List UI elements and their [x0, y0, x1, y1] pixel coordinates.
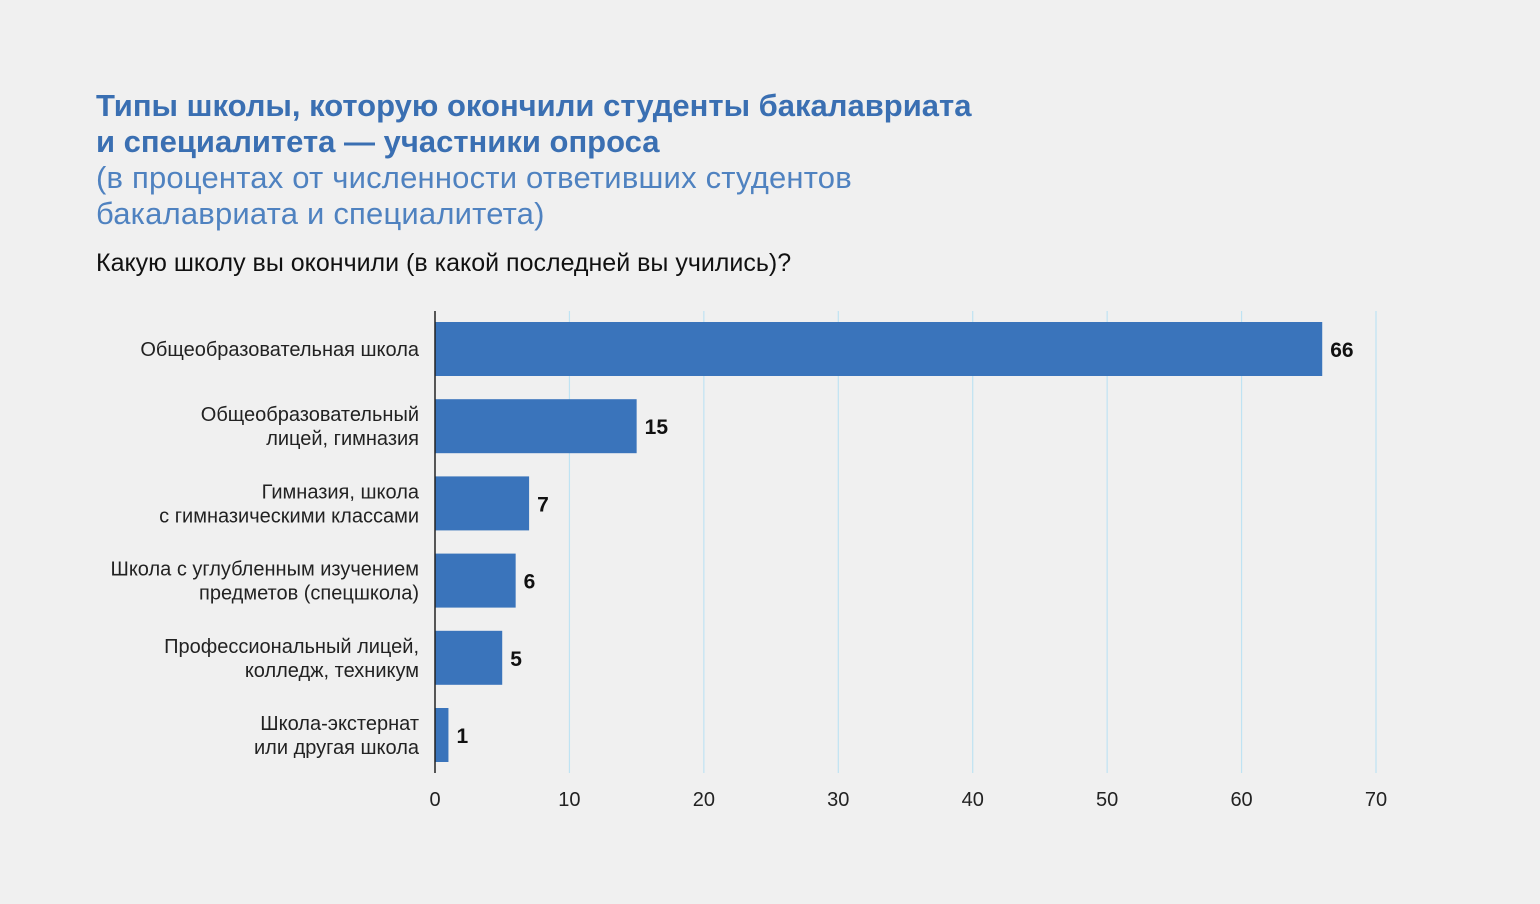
x-tick-label-50: 50	[1096, 789, 1118, 811]
category-label-5-line-2: колледж, техникум	[245, 660, 419, 682]
x-tick-label-10: 10	[558, 789, 580, 811]
chart-subtitle-line-2: бакалавриата и специалитета)	[96, 196, 545, 231]
x-tick-label-20: 20	[693, 789, 715, 811]
category-label-6-line-1: Школа-экстернат	[260, 713, 419, 735]
x-tick-label-60: 60	[1230, 789, 1252, 811]
category-label-4-line-1: Школа с углубленным изучением	[110, 559, 419, 581]
value-label-3: 7	[537, 493, 549, 516]
category-label-3-line-2: с гимназическими классами	[159, 505, 419, 527]
bar-1	[435, 322, 1323, 376]
value-label-1: 66	[1330, 339, 1353, 362]
x-tick-label-40: 40	[962, 789, 984, 811]
chart-title: Типы школы, которую окончили студенты ба…	[96, 88, 1196, 160]
chart-title-line-2: и специалитета — участники опроса	[96, 124, 660, 159]
category-label-3-line-1: Гимназия, школа	[262, 481, 420, 503]
bar-6	[435, 708, 449, 762]
category-label-2-line-2: лицей, гимназия	[266, 428, 419, 450]
x-tick-label-70: 70	[1365, 789, 1387, 811]
value-label-6: 1	[456, 725, 468, 748]
bar-4	[435, 553, 516, 608]
value-label-2: 15	[645, 416, 669, 439]
x-tick-label-0: 0	[429, 789, 440, 811]
x-axis-tick-labels: 0 10 20 30 40 50 60 70	[429, 789, 1387, 811]
bars	[435, 322, 1323, 762]
bar-3	[435, 476, 530, 531]
category-label-5-line-1: Профессиональный лицей,	[164, 636, 419, 658]
value-label-5: 5	[510, 648, 522, 671]
chart-title-line-1: Типы школы, которую окончили студенты ба…	[96, 88, 972, 123]
bar-2	[435, 399, 637, 454]
category-label-1-line-1: Общеобразовательная школа	[140, 339, 420, 361]
chart-subtitle-line-1: (в процентах от численности ответивших с…	[96, 160, 852, 195]
category-labels: Общеобразовательная школа Общеобразовател…	[110, 339, 419, 759]
category-label-4-line-2: предметов (спецшкола)	[199, 583, 419, 605]
grid-lines	[568, 311, 1377, 773]
survey-question: Какую школу вы окончили (в какой последн…	[96, 249, 792, 277]
x-tick-label-30: 30	[827, 789, 849, 811]
category-label-2-line-1: Общеобразовательный	[201, 404, 419, 426]
value-label-4: 6	[524, 571, 536, 594]
bar-5	[435, 630, 503, 685]
value-labels: 66 15 7 6 5 1	[456, 339, 1353, 748]
category-label-6-line-2: или другая школа	[254, 737, 420, 759]
chart-subtitle: (в процентах от численности ответивших с…	[96, 160, 1196, 232]
